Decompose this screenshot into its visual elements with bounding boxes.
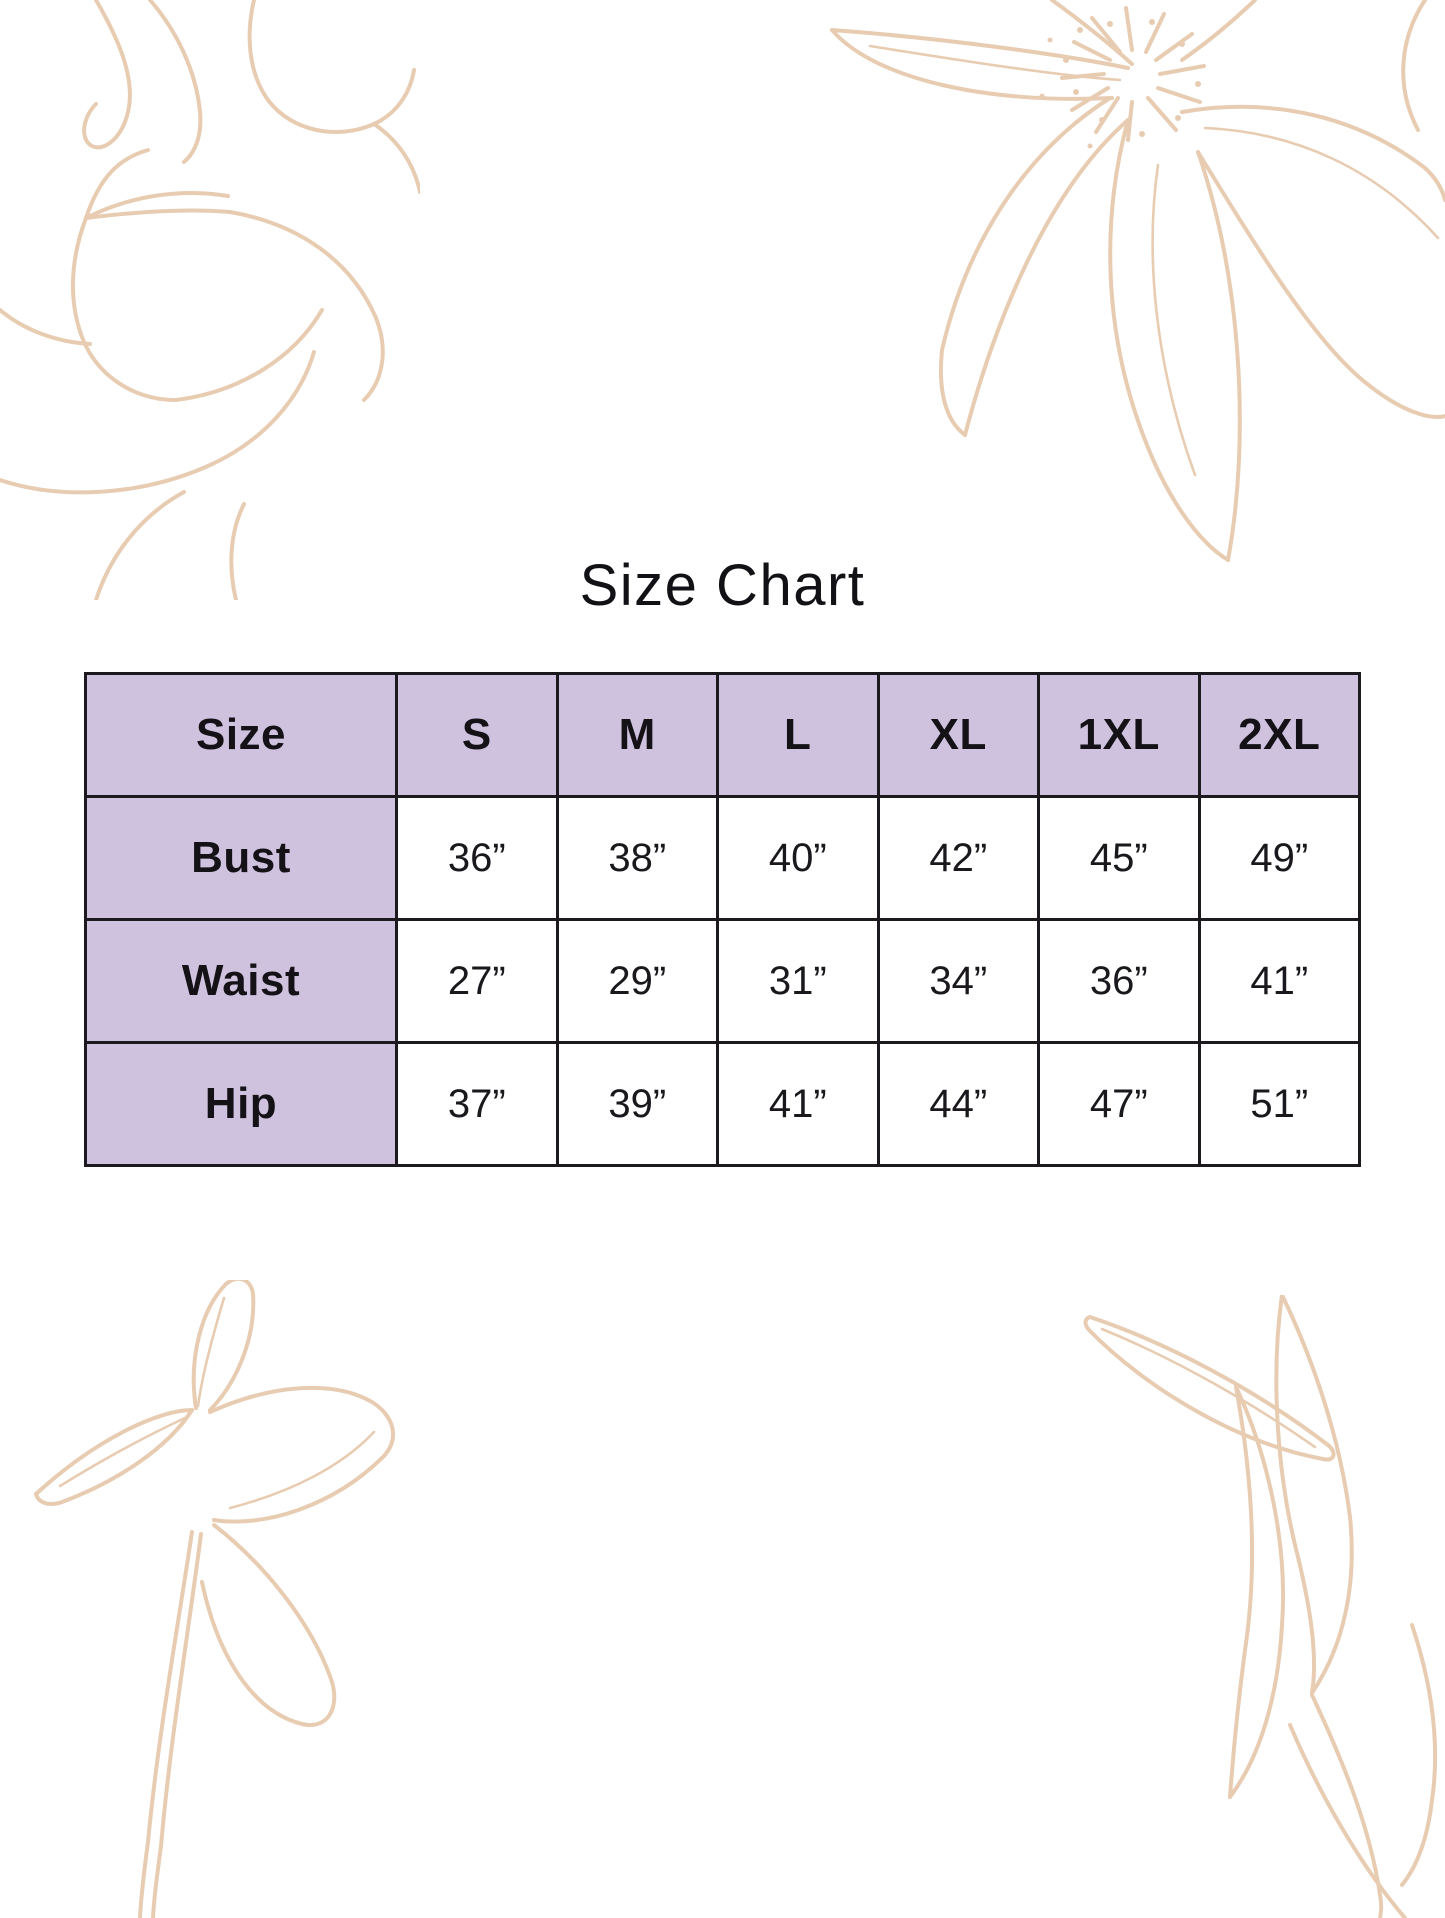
page-title: Size Chart — [579, 553, 866, 618]
cell-waist-s: 27” — [395, 918, 559, 1044]
cell-bust-xl: 42” — [876, 795, 1040, 921]
cell-hip-xl: 44” — [876, 1041, 1040, 1167]
row-label-bust: Bust — [84, 795, 398, 921]
cell-bust-s: 36” — [395, 795, 559, 921]
flower-peony-top-left-icon — [0, 0, 420, 600]
header-cell-1xl: 1XL — [1037, 672, 1201, 798]
cell-bust-1xl: 45” — [1037, 795, 1201, 921]
header-cell-xl: XL — [876, 672, 1040, 798]
cell-hip-2xl: 51” — [1197, 1041, 1361, 1167]
flower-leaves-bottom-right-icon — [1083, 1295, 1438, 1918]
cell-waist-m: 29” — [555, 918, 719, 1044]
header-row: Size S M L XL 1XL 2XL — [84, 672, 1361, 798]
header-cell-2xl: 2XL — [1197, 672, 1361, 798]
header-cell-m: M — [555, 672, 719, 798]
cell-bust-l: 40” — [716, 795, 880, 921]
header-cell-s: S — [395, 672, 559, 798]
cell-bust-2xl: 49” — [1197, 795, 1361, 921]
size-chart-table: Size S M L XL 1XL 2XL Bust 36” 38” 40” 4… — [84, 672, 1361, 1167]
flower-magnolia-top-right-icon — [830, 0, 1445, 562]
cell-waist-1xl: 36” — [1037, 918, 1201, 1044]
cell-hip-s: 37” — [395, 1041, 559, 1167]
header-cell-size: Size — [84, 672, 398, 798]
waist-row: Waist 27” 29” 31” 34” 36” 41” — [84, 918, 1361, 1044]
flower-stem-bottom-left-icon — [34, 1280, 395, 1918]
bust-row: Bust 36” 38” 40” 42” 45” 49” — [84, 795, 1361, 921]
cell-hip-l: 41” — [716, 1041, 880, 1167]
cell-hip-1xl: 47” — [1037, 1041, 1201, 1167]
cell-bust-m: 38” — [555, 795, 719, 921]
row-label-waist: Waist — [84, 918, 398, 1044]
hip-row: Hip 37” 39” 41” 44” 47” 51” — [84, 1041, 1361, 1167]
row-label-hip: Hip — [84, 1041, 398, 1167]
cell-hip-m: 39” — [555, 1041, 719, 1167]
cell-waist-xl: 34” — [876, 918, 1040, 1044]
cell-waist-2xl: 41” — [1197, 918, 1361, 1044]
header-cell-l: L — [716, 672, 880, 798]
cell-waist-l: 31” — [716, 918, 880, 1044]
